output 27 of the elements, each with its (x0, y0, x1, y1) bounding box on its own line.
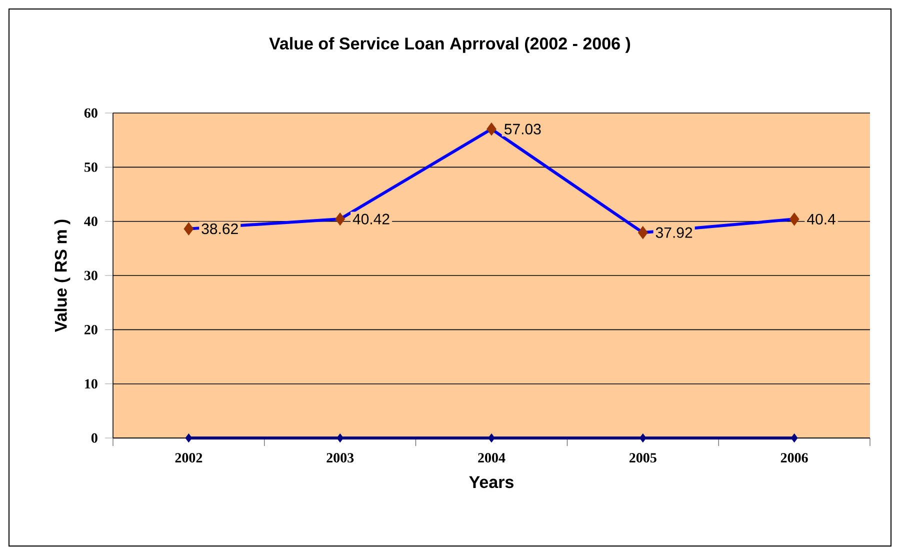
y-tick-label: 20 (84, 324, 98, 334)
point (486, 122, 496, 136)
point (789, 212, 800, 226)
y-tick-label: 10 (85, 379, 98, 389)
x-tick-label: 2004 (478, 453, 506, 463)
point (336, 434, 344, 442)
point (184, 222, 194, 236)
y-tick-label: 50 (84, 162, 98, 172)
point (488, 434, 495, 442)
data-label: 57.03 (504, 124, 541, 134)
point (638, 226, 648, 239)
y-tick-label: 40 (84, 216, 98, 226)
data-label: 40.4 (807, 214, 836, 224)
point (335, 212, 345, 226)
y-tick-label: 0 (91, 433, 98, 443)
y-axis-title: Value ( RS m ) (54, 220, 70, 332)
x-tick-label: 2003 (326, 453, 354, 463)
y-tick-label: 60 (84, 108, 98, 118)
x-tick-label: 2005 (629, 453, 656, 463)
x-tick-label: 2002 (175, 453, 202, 463)
data-label: 37.92 (656, 227, 692, 238)
y-tick-label: 30 (84, 270, 98, 280)
x-tick-label: 2006 (780, 453, 808, 463)
data-label: 40.42 (352, 214, 390, 224)
data-label: 38.62 (202, 224, 238, 234)
chart-title: Value of Service Loan Aprroval (2002 - 2006 ) (269, 37, 630, 53)
x-axis-title: Years (469, 476, 514, 488)
